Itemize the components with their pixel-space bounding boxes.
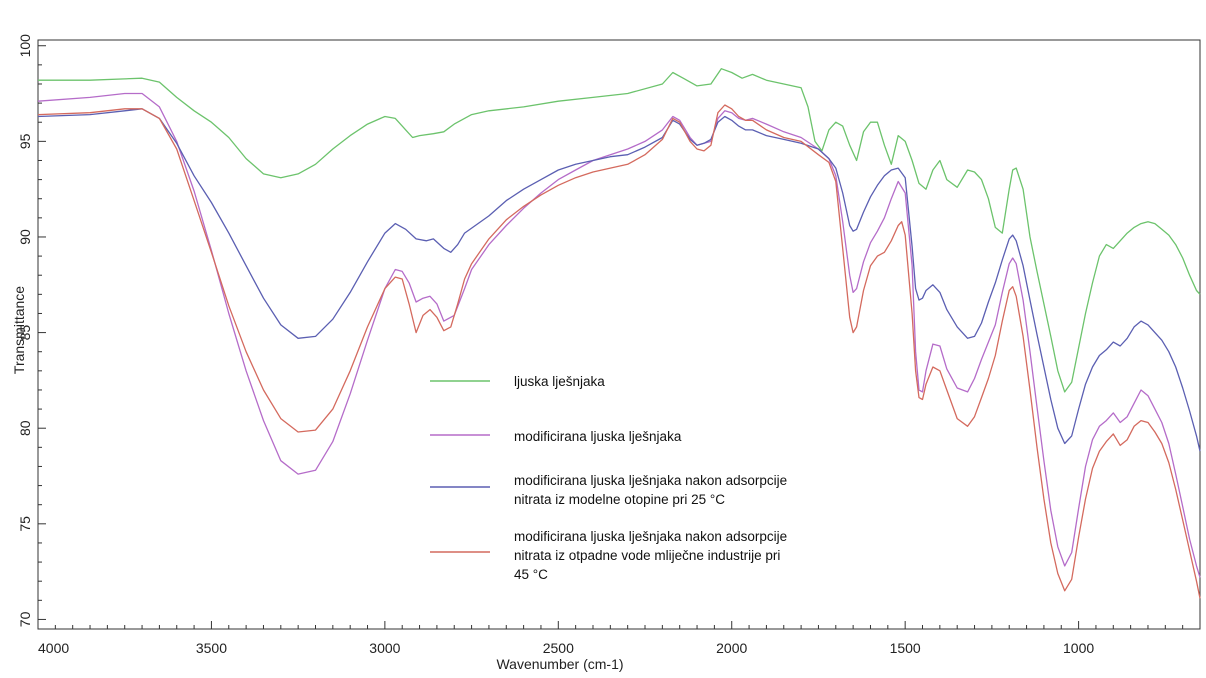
- y-tick-label: 75: [17, 516, 33, 532]
- series-line-4: [37, 104, 1201, 599]
- x-tick-label: 1000: [1063, 640, 1094, 656]
- y-tick-label: 90: [17, 229, 33, 245]
- series-line-2: [37, 92, 1201, 578]
- series-line-1: [38, 68, 1201, 393]
- y-axis-label: Transmittance: [11, 286, 27, 374]
- legend-label-3: modificirana ljuska lješnjaka nakon adso…: [514, 473, 787, 507]
- x-axis-label: Wavenumber (cm-1): [496, 656, 623, 672]
- plot-frame: [37, 39, 1201, 630]
- y-tick-label: 100: [17, 34, 33, 58]
- x-tick-label: 4000: [38, 640, 69, 656]
- x-tick-label: 1500: [890, 640, 921, 656]
- y-axis: 70 75 80 85 90 95 100: [17, 34, 46, 627]
- x-tick-label: 3500: [196, 640, 227, 656]
- legend-label-2: modificirana ljuska lješnjaka: [514, 429, 682, 444]
- x-tick-label: 2000: [716, 640, 747, 656]
- series-line-3: [37, 108, 1201, 452]
- y-tick-label: 80: [17, 420, 33, 436]
- x-tick-label: 2500: [543, 640, 574, 656]
- series-lines: [37, 68, 1201, 599]
- legend: ljuska lješnjaka modificirana ljuska lješ…: [430, 374, 787, 582]
- y-tick-label: 95: [17, 133, 33, 149]
- legend-label-1: ljuska lješnjaka: [514, 374, 605, 389]
- y-tick-label: 70: [17, 611, 33, 627]
- y-tick-label: 85: [17, 325, 33, 341]
- x-tick-label: 3000: [369, 640, 400, 656]
- x-axis: 4000 3500 3000 2500 2000 1500 1000: [37, 621, 1201, 656]
- legend-label-4: modificirana ljuska lješnjaka nakon adso…: [514, 529, 787, 582]
